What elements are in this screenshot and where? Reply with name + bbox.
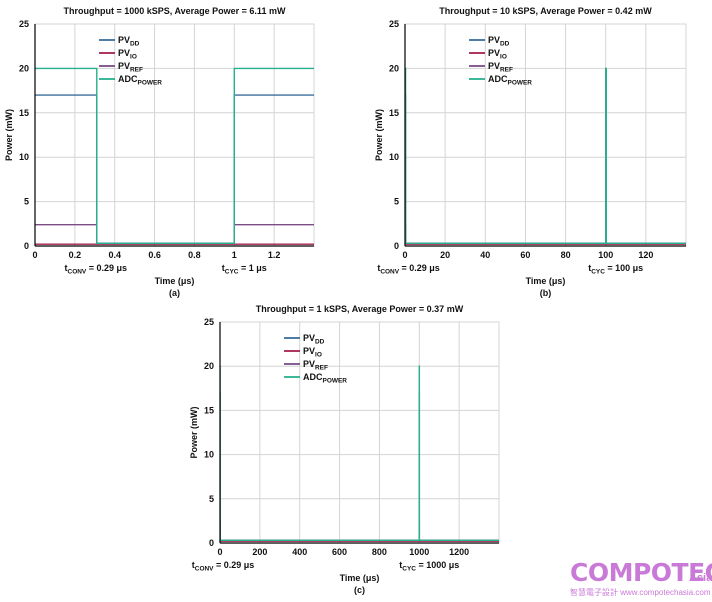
legend-entry: ADCPOWER <box>303 372 347 385</box>
x-tick-label: 1 <box>232 250 237 260</box>
plot-frame <box>219 321 500 544</box>
x-tick-label: 400 <box>292 547 307 557</box>
x-axis-label: Time (μs) <box>155 276 195 286</box>
plot-frame <box>34 23 315 247</box>
y-tick-label: 0 <box>24 241 29 251</box>
y-tick-label: 25 <box>19 19 29 29</box>
chart-panel-a: 0 0.2 0.4 0.6 0.8 1 1.2 0 5 10 15 20 25 Throughput = … <box>4 6 315 298</box>
x-tick-label: 80 <box>561 250 571 260</box>
chart-title: Throughput = 1 kSPS, Average Power = 0.3… <box>256 304 464 314</box>
x-axis-label: Time (μs) <box>340 573 380 583</box>
legend-entry: ADCPOWER <box>488 74 532 87</box>
legend-entry: PVREF <box>488 61 513 74</box>
y-tick-label: 10 <box>19 152 29 162</box>
x-tick-label: 100 <box>598 250 613 260</box>
y-tick-label: 20 <box>389 63 399 73</box>
x-tick-label: 20 <box>440 250 450 260</box>
y-tick-label: 0 <box>394 241 399 251</box>
y-axis-label: Power (mW) <box>4 109 14 161</box>
x-tick-label: 0 <box>402 250 407 260</box>
legend-entry: PVREF <box>303 359 328 372</box>
y-tick-label: 10 <box>204 450 214 460</box>
x-tick-label: 120 <box>638 250 653 260</box>
annotation-cyc: tCYC = 100 μs <box>588 263 643 276</box>
series-line-adc-power <box>35 67 314 245</box>
y-tick-label: 15 <box>204 405 214 415</box>
series-line-pv-ref <box>405 223 686 245</box>
x-tick-label: 0 <box>217 547 222 557</box>
y-tick-label: 15 <box>19 108 29 118</box>
panel-label: (c) <box>354 585 365 595</box>
x-tick-label: 800 <box>372 547 387 557</box>
series-line-pv-dd <box>220 392 499 542</box>
series-line-adc-power <box>220 365 499 542</box>
x-tick-label: 0.8 <box>188 250 201 260</box>
watermark-subtitle: 智慧電子設計 www.compotechasia.com <box>570 588 711 597</box>
series-line-pv-dd <box>35 94 314 245</box>
x-tick-label: 200 <box>252 547 267 557</box>
y-tick-label: 25 <box>389 19 399 29</box>
panel-label: (b) <box>540 288 552 298</box>
chart-panel-b: 0 20 40 60 80 100 120 0 5 10 15 20 25 Throughput = 10… <box>374 6 687 298</box>
chart-title: Throughput = 1000 kSPS, Average Power = … <box>64 6 286 16</box>
chart-title: Throughput = 10 kSPS, Average Power = 0.… <box>439 6 652 16</box>
legend-entry: PVIO <box>303 346 322 359</box>
x-tick-label: 0.2 <box>69 250 82 260</box>
y-tick-label: 15 <box>389 108 399 118</box>
y-axis-label: Power (mW) <box>189 406 199 458</box>
x-tick-label: 1200 <box>449 547 469 557</box>
series-line-pv-dd <box>405 94 686 245</box>
series-line-adc-power <box>405 67 686 245</box>
y-tick-label: 0 <box>209 538 214 548</box>
x-tick-label: 600 <box>332 547 347 557</box>
y-tick-label: 10 <box>389 152 399 162</box>
watermark-suffix: Asia <box>689 572 712 584</box>
y-tick-label: 5 <box>24 197 29 207</box>
legend-entry: PVDD <box>303 333 325 346</box>
legend-entry: PVDD <box>488 35 510 48</box>
x-axis-label: Time (μs) <box>526 276 566 286</box>
legend-entry: PVIO <box>488 48 507 61</box>
annotation-cyc: tCYC = 1 μs <box>222 263 267 276</box>
watermark-brand: COMPOTECH <box>570 558 712 587</box>
x-tick-label: 0.4 <box>108 250 121 260</box>
compotech-watermark-logo: COMPOTECH Asia 智慧電子設計 www.compotechasia.… <box>570 558 712 600</box>
x-tick-label: 1.2 <box>268 250 281 260</box>
y-axis-label: Power (mW) <box>374 109 384 161</box>
y-tick-label: 20 <box>204 361 214 371</box>
legend-entry: ADCPOWER <box>118 74 162 87</box>
series-line-pv-ref <box>220 521 499 542</box>
x-tick-label: 60 <box>520 250 530 260</box>
legend-entry: PVIO <box>118 48 137 61</box>
series-line-pv-ref <box>35 223 314 245</box>
y-tick-label: 25 <box>204 317 214 327</box>
x-tick-label: 40 <box>480 250 490 260</box>
legend-entry: PVDD <box>118 35 140 48</box>
annotation-conv: tCONV = 0.29 μs <box>377 263 440 276</box>
annotation-conv: tCONV = 0.29 μs <box>192 560 255 573</box>
chart-panel-c: 0 200 400 600 800 1000 1200 0 5 10 15 20 25 Throughpu… <box>189 304 500 595</box>
legend-entry: PVREF <box>118 61 143 74</box>
annotation-conv: tCONV = 0.29 μs <box>65 263 128 276</box>
y-tick-label: 5 <box>209 494 214 504</box>
x-tick-label: 0 <box>32 250 37 260</box>
y-tick-label: 5 <box>394 197 399 207</box>
x-tick-label: 1000 <box>409 547 429 557</box>
panel-label: (a) <box>169 288 180 298</box>
y-tick-label: 20 <box>19 63 29 73</box>
x-tick-label: 0.6 <box>148 250 161 260</box>
annotation-cyc: tCYC = 1000 μs <box>399 560 459 573</box>
plot-frame <box>404 23 687 247</box>
